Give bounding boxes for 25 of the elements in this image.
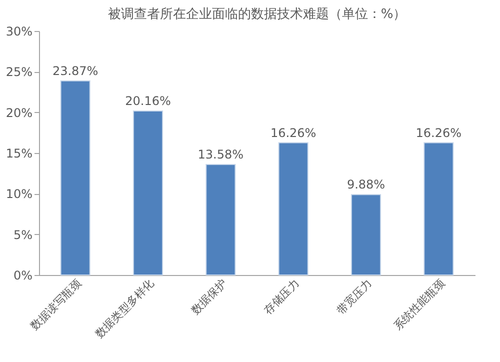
x-tick-label: 存储压力 [262, 276, 302, 318]
bar [206, 164, 236, 276]
bar [350, 194, 382, 276]
data-label: 23.87% [52, 64, 98, 78]
y-tick-label: 10% [6, 187, 32, 202]
y-tick-label: 25% [6, 65, 32, 80]
data-label: 20.16% [125, 94, 171, 108]
x-tick-label: 数据保护 [188, 276, 230, 318]
data-label: 9.88% [346, 178, 386, 192]
x-tick-label: 带宽压力 [334, 276, 374, 318]
data-label: 16.26% [416, 126, 462, 140]
chart-title: 被调查者所在企业面临的数据技术难题（单位：%） [108, 7, 406, 22]
bar [424, 142, 454, 276]
bar [60, 80, 90, 276]
y-tick-label: 15% [6, 146, 32, 160]
data-label: 16.26% [270, 126, 316, 140]
x-tick-label: 系统性能瓶颈 [391, 276, 448, 333]
bar [278, 142, 308, 276]
y-tick-label: 5% [13, 228, 32, 242]
x-tick-label: 数据类型多样化 [92, 276, 156, 340]
y-tick-label: 30% [6, 24, 32, 38]
y-tick-label: 20% [6, 106, 32, 120]
bar [132, 110, 164, 276]
y-tick-label: 0% [13, 268, 32, 282]
data-label: 13.58% [198, 148, 244, 162]
